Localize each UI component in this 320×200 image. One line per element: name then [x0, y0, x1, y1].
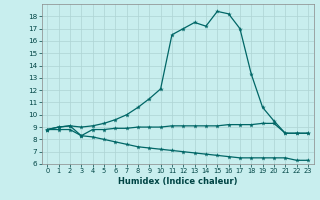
X-axis label: Humidex (Indice chaleur): Humidex (Indice chaleur) — [118, 177, 237, 186]
